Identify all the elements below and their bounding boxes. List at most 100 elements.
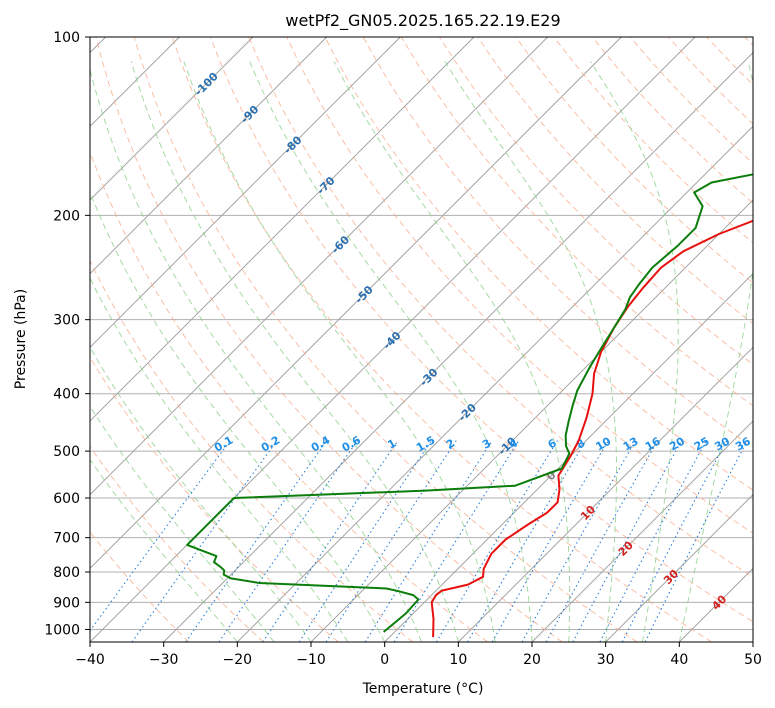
y-axis-label: Pressure (hPa) bbox=[13, 289, 29, 389]
isotherm-line bbox=[605, 494, 753, 642]
y-tick-label: 700 bbox=[53, 531, 80, 547]
y-tick-label: 800 bbox=[53, 565, 80, 581]
isotherm-line bbox=[90, 37, 622, 569]
isotherm-label: -30 bbox=[417, 366, 440, 389]
mixing-ratio-label: 2 bbox=[444, 437, 457, 452]
isotherm-label: -60 bbox=[329, 233, 352, 256]
y-tick-label: 200 bbox=[53, 208, 80, 224]
y-tick-label: 100 bbox=[53, 30, 80, 46]
dry-adiabat-line bbox=[515, 37, 753, 284]
dry-adiabat-line bbox=[90, 445, 264, 642]
mixing-ratio-line bbox=[644, 440, 748, 642]
isotherm-line bbox=[90, 37, 401, 348]
isotherm-label: -50 bbox=[353, 283, 376, 306]
mixing-ratio-line bbox=[621, 440, 728, 642]
moist-adiabat-line bbox=[130, 61, 459, 642]
x-tick-label: 40 bbox=[670, 652, 688, 668]
x-axis-label: Temperature (°C) bbox=[362, 681, 484, 697]
moist-adiabat-line bbox=[90, 67, 422, 642]
mixing-ratio-line bbox=[435, 440, 558, 642]
dry-adiabat-line bbox=[324, 37, 753, 491]
temperature-profile-line bbox=[430, 219, 753, 638]
x-tick-label: −30 bbox=[149, 652, 179, 668]
dry-adiabat-line bbox=[706, 37, 753, 86]
mixing-ratio-line bbox=[545, 440, 659, 642]
isotherm-label: -40 bbox=[380, 329, 403, 352]
isotherm-label: -90 bbox=[238, 103, 261, 126]
mixing-ratio-line bbox=[521, 440, 637, 642]
isotherm-line bbox=[531, 420, 753, 642]
dewpoint-profile-line bbox=[186, 173, 753, 633]
dry-adiabat-line bbox=[668, 37, 753, 125]
mixing-ratio-line bbox=[298, 440, 432, 642]
isotherm-line bbox=[90, 37, 254, 201]
moist-adiabat-line bbox=[444, 61, 617, 642]
moist-adiabat-line bbox=[678, 61, 753, 642]
x-tick-label: 0 bbox=[380, 652, 389, 668]
mixing-ratio-line bbox=[491, 440, 609, 642]
dry-adiabat-line bbox=[90, 356, 339, 642]
mixing-ratio-line bbox=[467, 440, 587, 642]
moist-adiabat-line bbox=[249, 61, 533, 642]
plot-frame bbox=[89, 36, 754, 643]
isotherm-line bbox=[752, 641, 753, 642]
dry-adiabat-line bbox=[553, 37, 753, 244]
mixing-ratio-line bbox=[131, 440, 278, 642]
moist-adiabat-line bbox=[90, 190, 386, 642]
x-axis-ticks: −40 −30 −20 −10 0 10 20 30 40 50 bbox=[75, 642, 762, 668]
dry-adiabat-line bbox=[133, 37, 638, 642]
chart-title: wetPf2_GN05.2025.165.22.19.E29 bbox=[285, 11, 560, 31]
dry-adiabat-line bbox=[90, 150, 488, 642]
moist-adiabat-line bbox=[90, 405, 275, 642]
moist-adiabat-line bbox=[90, 276, 349, 642]
isotherm-label: -80 bbox=[281, 133, 304, 156]
mixing-ratio-line bbox=[364, 440, 493, 642]
y-tick-label: 500 bbox=[53, 444, 80, 460]
isotherm-label: -70 bbox=[314, 174, 337, 197]
dry-adiabat-line bbox=[90, 259, 414, 642]
y-tick-label: 600 bbox=[53, 491, 80, 507]
dry-adiabat-line bbox=[95, 37, 563, 642]
x-tick-label: 50 bbox=[744, 652, 762, 668]
isotherm-line bbox=[679, 567, 753, 642]
dry-adiabat-line bbox=[744, 37, 753, 47]
x-tick-label: −10 bbox=[296, 652, 326, 668]
mixing-ratio-line bbox=[262, 440, 399, 642]
isotherm-label: 40 bbox=[709, 592, 729, 612]
mixing-ratio-line bbox=[393, 440, 520, 642]
x-tick-label: 10 bbox=[449, 652, 467, 668]
mixing-ratio-label: 6 bbox=[546, 436, 559, 451]
profiles bbox=[186, 173, 753, 638]
mixing-ratio-line bbox=[572, 440, 683, 642]
isotherm-line bbox=[163, 52, 753, 642]
isotherm-label: 20 bbox=[616, 539, 636, 559]
moist-adiabat-line bbox=[333, 61, 571, 642]
mixing-ratio-label: 1 bbox=[385, 437, 398, 452]
x-tick-label: 30 bbox=[597, 652, 615, 668]
moist-adiabat-line bbox=[90, 458, 238, 642]
isotherm-line bbox=[384, 273, 753, 642]
mixing-ratio-line bbox=[325, 440, 457, 642]
isotherm-label: 10 bbox=[578, 503, 598, 523]
mixing-ratio-line bbox=[599, 440, 707, 642]
moist-adiabat-line bbox=[183, 61, 496, 642]
isotherm-line bbox=[90, 37, 475, 422]
y-tick-label: 900 bbox=[53, 595, 80, 611]
mixing-ratio-line bbox=[185, 440, 328, 642]
isotherm-line bbox=[458, 346, 753, 642]
x-tick-label: −40 bbox=[75, 652, 105, 668]
isotherm-line bbox=[90, 37, 327, 275]
mixing-ratio-label: 3 bbox=[480, 437, 493, 452]
y-tick-label: 1000 bbox=[44, 622, 80, 638]
dry-adiabat-line bbox=[248, 37, 753, 578]
x-tick-label: 20 bbox=[523, 652, 541, 668]
moist-adiabat-line bbox=[590, 61, 679, 642]
y-tick-label: 400 bbox=[53, 387, 80, 403]
isotherm-label: -20 bbox=[456, 401, 479, 424]
isotherm-label: -100 bbox=[192, 70, 221, 99]
mixing-ratio-line bbox=[218, 440, 358, 642]
isotherm-line bbox=[90, 37, 548, 496]
isotherm-label: 30 bbox=[661, 567, 681, 587]
